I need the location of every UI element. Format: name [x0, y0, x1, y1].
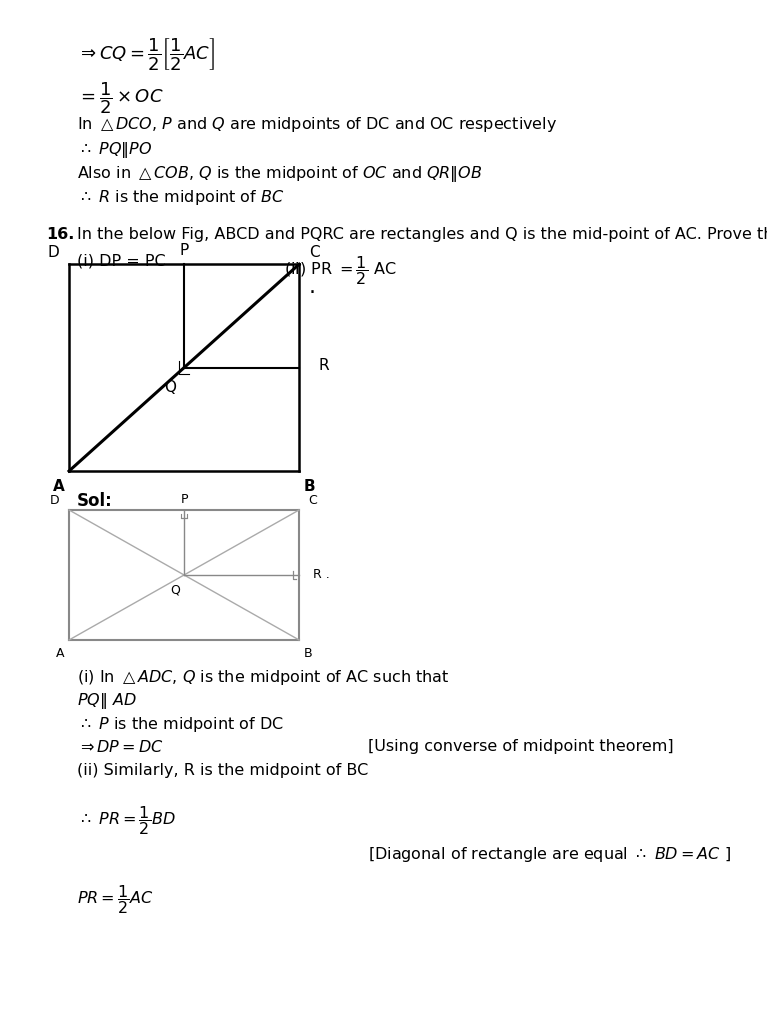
Text: C: C: [309, 245, 320, 260]
Text: 16.: 16.: [46, 227, 74, 243]
Text: $=\dfrac{1}{2}\times \mathit{OC}$: $=\dfrac{1}{2}\times \mathit{OC}$: [77, 80, 163, 116]
Text: D: D: [50, 494, 60, 507]
Text: $\therefore$ $P$ is the midpoint of DC: $\therefore$ $P$ is the midpoint of DC: [77, 715, 283, 734]
Text: Also in $\triangle COB$, $Q$ is the midpoint of $\mathit{OC}$ and $\mathit{QR}\|: Also in $\triangle COB$, $Q$ is the midp…: [77, 164, 482, 184]
Text: R .: R .: [313, 568, 330, 582]
Text: [Diagonal of rectangle are equal $\therefore$ $\mathit{BD}=\mathit{AC}$ ]: [Diagonal of rectangle are equal $\there…: [368, 845, 731, 864]
Text: C: C: [308, 494, 317, 507]
Text: B: B: [303, 479, 315, 495]
Text: .: .: [308, 276, 315, 297]
Text: A: A: [53, 479, 65, 495]
Text: $\therefore$ $R$ is the midpoint of $\mathit{BC}$: $\therefore$ $R$ is the midpoint of $\ma…: [77, 188, 285, 208]
Text: P: P: [180, 493, 188, 506]
Text: (ii) PR $=\dfrac{1}{2}$ AC: (ii) PR $=\dfrac{1}{2}$ AC: [284, 254, 397, 287]
Text: Q: Q: [164, 380, 176, 395]
Text: Q: Q: [170, 584, 179, 596]
Text: $\Rightarrow CQ=\dfrac{1}{2}\left[\dfrac{1}{2}AC\right]$: $\Rightarrow CQ=\dfrac{1}{2}\left[\dfrac…: [77, 36, 215, 72]
Text: $\Rightarrow \mathit{DP}=\mathit{DC}$: $\Rightarrow \mathit{DP}=\mathit{DC}$: [77, 739, 163, 756]
Text: D: D: [48, 245, 59, 260]
Text: R: R: [318, 358, 329, 373]
Text: $\therefore$ $\mathit{PR}=\dfrac{1}{2}\mathit{BD}$: $\therefore$ $\mathit{PR}=\dfrac{1}{2}\m…: [77, 804, 176, 837]
Text: (i) DP = PC: (i) DP = PC: [77, 254, 166, 269]
Text: In the below Fig, ABCD and PQRC are rectangles and Q is the mid-point of AC. Pro: In the below Fig, ABCD and PQRC are rect…: [77, 227, 767, 243]
Text: $\therefore$ $\mathit{PQ}\|\mathit{PO}$: $\therefore$ $\mathit{PQ}\|\mathit{PO}$: [77, 140, 152, 161]
Text: P: P: [179, 243, 189, 258]
Text: [Using converse of midpoint theorem]: [Using converse of midpoint theorem]: [368, 739, 673, 755]
Text: (ii) Similarly, R is the midpoint of BC: (ii) Similarly, R is the midpoint of BC: [77, 763, 368, 778]
Text: (i) In $\triangle ADC$, $Q$ is the midpoint of AC such that: (i) In $\triangle ADC$, $Q$ is the midpo…: [77, 668, 449, 687]
Text: Sol:: Sol:: [77, 492, 113, 510]
Text: $\mathit{PQ}\|$ $\mathit{AD}$: $\mathit{PQ}\|$ $\mathit{AD}$: [77, 691, 137, 712]
Text: In $\triangle DCO$, $P$ and $Q$ are midpoints of DC and OC respectively: In $\triangle DCO$, $P$ and $Q$ are midp…: [77, 115, 557, 134]
Text: $\mathit{PR}=\dfrac{1}{2}\mathit{AC}$: $\mathit{PR}=\dfrac{1}{2}\mathit{AC}$: [77, 883, 153, 915]
Text: A: A: [55, 647, 64, 660]
Text: B: B: [304, 647, 313, 660]
